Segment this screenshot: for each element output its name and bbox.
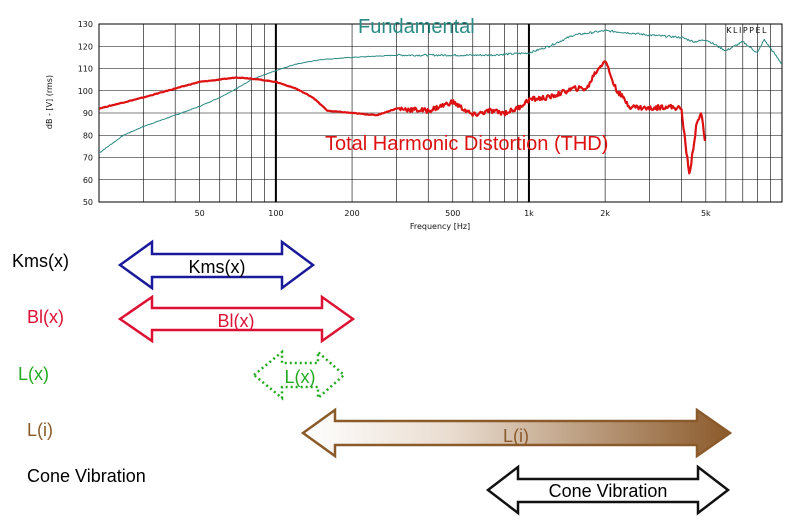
y-tick-label: 60 — [83, 176, 93, 185]
arrow-kms-label: Kms(x) — [189, 257, 246, 277]
row-label-bl: Bl(x) — [27, 307, 64, 327]
row-label-cone-vibration: Cone Vibration — [27, 466, 146, 486]
klippel-watermark: KLIPPEL — [726, 26, 768, 35]
arrow-kms: Kms(x) — [117, 239, 316, 291]
arrow-li-label: L(i) — [503, 426, 529, 446]
row-label-lx: L(x) — [18, 364, 49, 384]
x-tick-label: 200 — [344, 209, 359, 218]
row-label-li: L(i) — [27, 420, 53, 440]
y-tick-labels: 50 60 70 80 90 100 110 120 130 — [78, 20, 93, 207]
y-tick-label: 90 — [83, 109, 93, 118]
y-tick-label: 120 — [78, 42, 93, 51]
x-tick-label: 100 — [268, 209, 283, 218]
x-tick-label: 5k — [701, 209, 711, 218]
series-line-fundamental — [99, 29, 782, 154]
arrow-lx: L(x) — [252, 349, 346, 401]
y-tick-label: 70 — [83, 154, 93, 163]
arrow-cone-vibration-label: Cone Vibration — [549, 481, 668, 501]
thd-label: Total Harmonic Distortion (THD) — [325, 133, 608, 155]
fundamental-label: Fundamental — [358, 16, 475, 38]
series-layer — [99, 29, 782, 175]
y-tick-label: 80 — [83, 131, 93, 140]
arrow-bl: Bl(x) — [117, 294, 356, 344]
x-tick-label: 500 — [445, 209, 460, 218]
row-label-kms: Kms(x) — [12, 251, 69, 271]
x-tick-label: 2k — [600, 209, 610, 218]
y-tick-label: 100 — [78, 87, 93, 96]
x-axis-title: Frequency [Hz] — [410, 222, 470, 231]
y-tick-label: 50 — [83, 198, 93, 207]
series-line-thd — [99, 60, 706, 175]
y-tick-label: 130 — [78, 20, 93, 29]
y-tick-label: 110 — [78, 65, 93, 74]
frequency-response-chart: 50 60 70 80 90 100 110 120 130 50 100 200 500 1k 2k 5k… — [45, 16, 783, 231]
arrow-cone-vibration: Cone Vibration — [485, 464, 731, 516]
y-axis-title: dB - [V] (rms) — [45, 75, 54, 129]
x-tick-label: 1k — [524, 209, 534, 218]
x-tick-labels: 50 100 200 500 1k 2k 5k — [195, 209, 711, 218]
arrow-li: L(i) — [300, 407, 733, 459]
x-tick-label: 50 — [195, 209, 205, 218]
arrow-lx-label: L(x) — [285, 367, 316, 387]
arrow-bl-label: Bl(x) — [218, 311, 255, 331]
